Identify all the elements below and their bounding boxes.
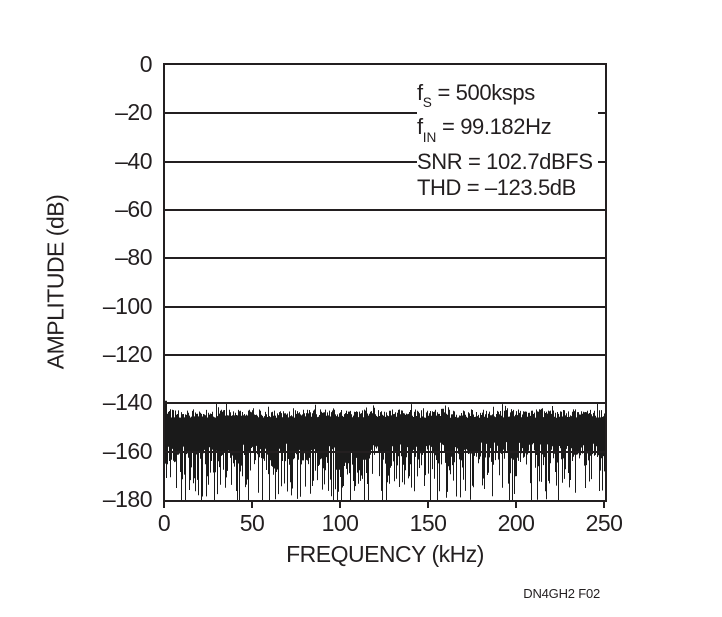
x-tick-label: 150 [409,510,447,536]
y-tick-label: –100 [102,292,153,319]
x-tick-label: 0 [157,510,171,536]
gridline-80db [165,257,605,260]
x-tick-mark [515,502,517,508]
annotation-line: fIN = 99.182Hz [417,114,552,145]
plot-area: fS = 500ksps fIN = 99.182Hz SNR = 102.7dBF… [163,63,607,502]
y-tick-label: –160 [102,437,153,464]
gridline-140db [165,402,605,405]
gridline-20db [165,112,605,115]
y-tick-label: –140 [102,389,153,416]
annotation-line: SNR = 102.7dBFS [417,148,593,174]
x-tick-mark [603,502,605,508]
x-tick-mark [427,502,429,508]
y-tick-label: –40 [115,147,152,174]
x-axis-title: FREQUENCY (kHz) [286,541,484,567]
y-tick-label: –120 [102,341,153,367]
gridline-60db [165,209,605,211]
x-tick-mark [251,502,253,508]
annotation-box: fS = 500ksps fIN = 99.182Hz SNR = 102.7dBF… [417,80,598,201]
gridline-40db [165,160,605,163]
x-tick-label: 50 [239,510,265,536]
y-tick-label: –80 [115,244,152,271]
figure-id-label: DN4GH2 F02 [523,586,600,601]
y-axis-title: AMPLITUDE (dB) [42,194,69,370]
x-tick-label: 250 [585,510,623,536]
x-tick-mark [339,502,341,508]
y-tick-label: 0 [139,51,153,77]
y-tick-label: –60 [115,196,152,222]
gridline-160db [165,450,605,453]
gridline-120db [165,354,605,356]
x-tick-label: 100 [321,510,359,536]
y-tick-label: –180 [102,486,153,512]
gridline-100db [165,305,605,308]
x-tick-label: 200 [497,510,535,536]
plot-inner: fS = 500ksps fIN = 99.182Hz SNR = 102.7dBF… [165,65,605,500]
annotation-line: THD = –123.5dB [417,174,576,200]
annotation-line: fS = 500ksps [417,80,535,111]
x-tick-mark [163,502,165,508]
y-tick-label: –20 [115,99,152,126]
